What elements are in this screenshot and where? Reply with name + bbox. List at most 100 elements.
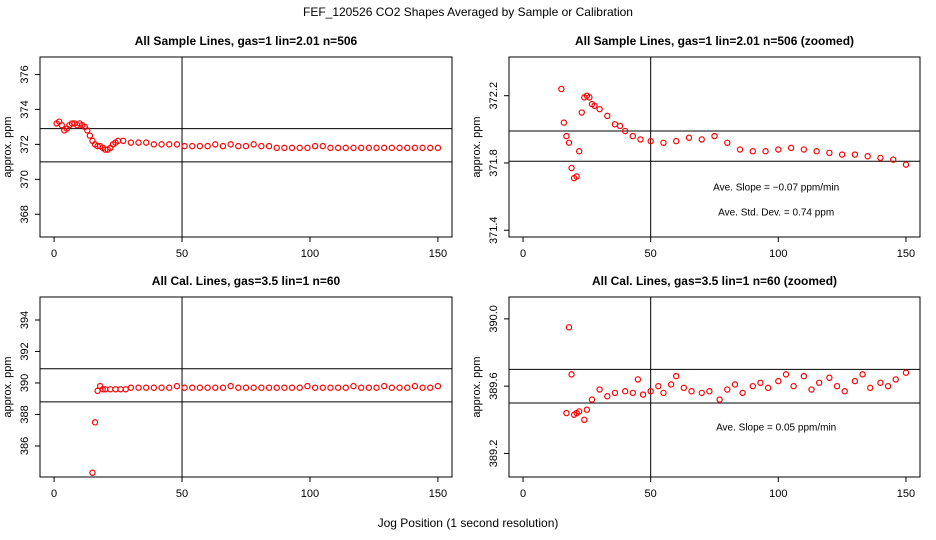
data-point [319, 384, 326, 391]
plot-frame [39, 56, 453, 238]
data-point [563, 409, 570, 417]
data-point [800, 146, 808, 153]
annotation: Ave. Slope = 0.05 ppm/min [716, 423, 836, 434]
data-point [685, 134, 693, 141]
data-point [212, 384, 219, 391]
x-tick-label: 50 [645, 488, 657, 500]
data-point [639, 391, 647, 398]
data-point [775, 146, 782, 153]
data-point [107, 386, 114, 393]
data-point [350, 144, 357, 152]
plot-frame [508, 56, 921, 238]
data-point [396, 384, 403, 391]
data-point [660, 139, 667, 146]
data-point [563, 132, 570, 140]
y-axis-label: approx. ppm [2, 356, 14, 417]
x-tick-label: 0 [51, 488, 57, 500]
data-point [621, 388, 629, 395]
data-point [611, 389, 619, 397]
data-point [404, 144, 411, 152]
data-point [373, 384, 380, 391]
data-point [173, 141, 181, 148]
data-point [838, 151, 846, 158]
data-point [388, 384, 396, 391]
data-point [731, 381, 739, 388]
data-point [196, 384, 204, 391]
data-point [568, 164, 575, 172]
data-point [706, 388, 713, 395]
data-point [288, 384, 296, 391]
data-point [265, 142, 273, 150]
annotation: Ave. Slope = −0.07 ppm/min [713, 183, 839, 194]
data-point [434, 144, 442, 152]
data-point [281, 144, 288, 152]
data-point [150, 141, 158, 148]
data-point [380, 144, 388, 152]
data-point [219, 142, 227, 150]
data-point [565, 324, 573, 331]
data-point [350, 382, 357, 390]
data-point [227, 382, 234, 390]
data-point [342, 384, 350, 391]
data-point [808, 386, 815, 393]
x-tick-label: 100 [301, 488, 319, 500]
data-point [637, 136, 644, 143]
y-tick-label: 368 [19, 205, 31, 223]
data-point [596, 386, 603, 393]
data-point [621, 127, 629, 135]
y-tick-label: 392 [19, 342, 31, 360]
x-tick-label: 100 [769, 248, 787, 260]
data-point [166, 384, 173, 391]
data-point [859, 371, 866, 378]
y-tick-label: 370 [19, 170, 31, 188]
data-point [889, 156, 897, 163]
data-point [357, 384, 365, 391]
data-point [304, 382, 311, 390]
data-point [611, 121, 619, 128]
data-point [189, 142, 196, 150]
data-point [212, 141, 219, 148]
data-point [135, 139, 142, 146]
panel-title: All Sample Lines, gas=1 lin=2.01 n=506 (… [575, 34, 854, 48]
data-point [647, 388, 654, 395]
data-point [815, 379, 823, 386]
data-point [660, 389, 667, 397]
data-point [117, 386, 124, 393]
data-point [688, 388, 695, 395]
data-point [181, 384, 188, 391]
data-point [558, 85, 565, 93]
y-tick-label: 388 [19, 405, 31, 423]
data-point [142, 384, 150, 391]
data-point [419, 384, 426, 391]
x-tick-label: 50 [176, 248, 188, 260]
plot-frame [39, 296, 453, 478]
data-point [629, 389, 637, 397]
data-point [84, 127, 91, 134]
y-tick-label: 376 [19, 65, 31, 83]
data-point [762, 148, 769, 155]
data-point [250, 141, 257, 148]
data-point [357, 144, 365, 152]
data-point [724, 386, 731, 393]
data-point [604, 112, 611, 120]
data-point [142, 139, 150, 146]
data-point [258, 142, 265, 150]
data-point [800, 372, 808, 380]
data-point [892, 376, 899, 383]
data-point [851, 377, 859, 385]
y-tick-label: 394 [19, 311, 31, 329]
data-point [586, 94, 593, 101]
data-point [427, 384, 434, 391]
data-point [565, 139, 573, 146]
data-point [576, 408, 583, 415]
data-point [655, 382, 662, 390]
annotation: Ave. Std. Dev. = 0.74 ppm [718, 208, 834, 219]
data-point [122, 386, 129, 393]
data-point [112, 386, 119, 393]
data-point [833, 382, 841, 390]
data-point [629, 132, 637, 140]
y-axis-label: approx. ppm [2, 116, 14, 177]
data-point [667, 381, 675, 388]
data-point [365, 384, 373, 391]
